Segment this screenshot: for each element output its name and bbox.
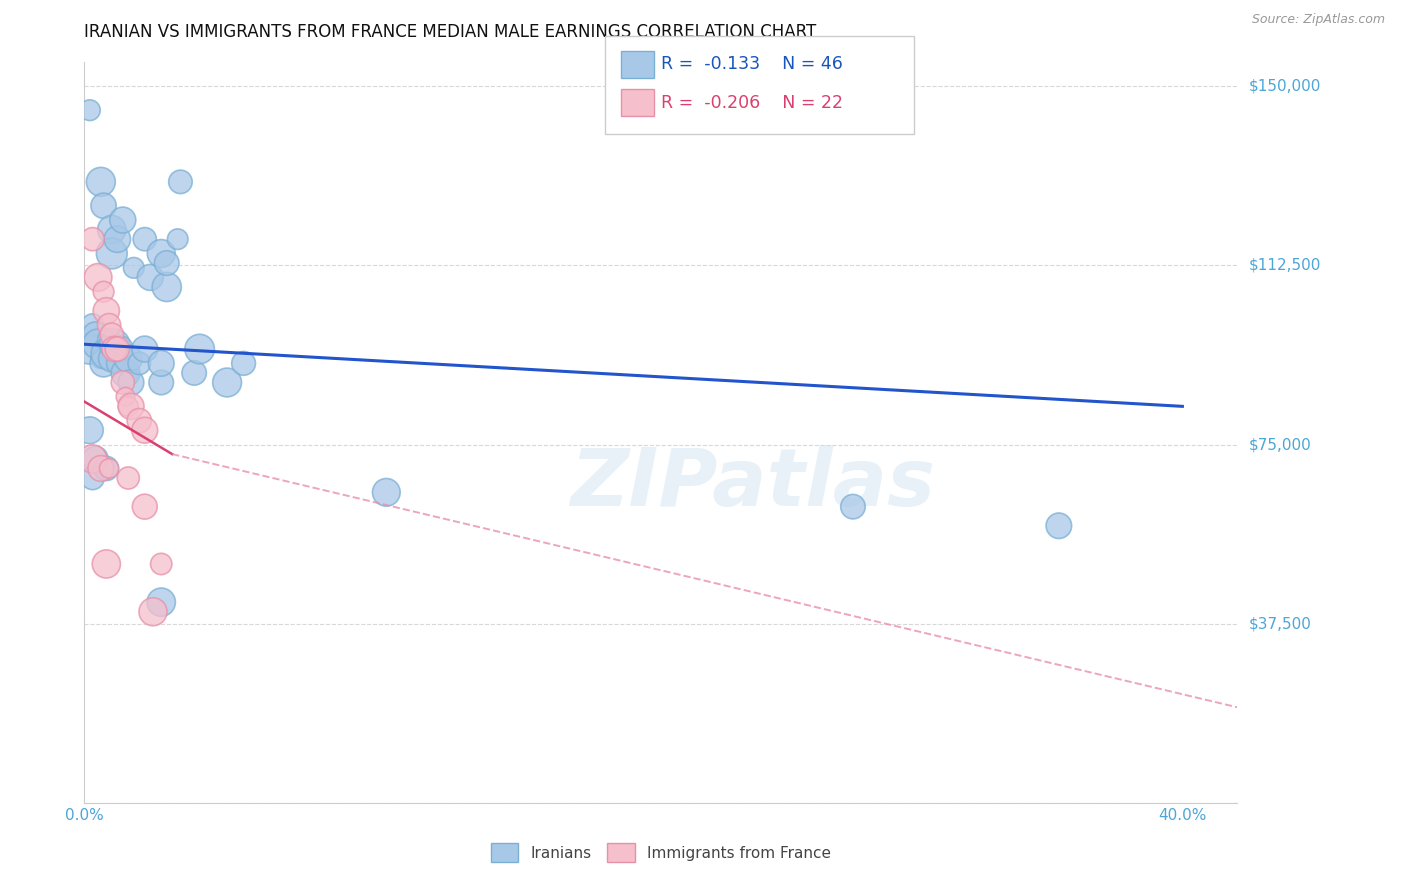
Point <box>122 260 145 275</box>
Point <box>150 376 173 390</box>
Point <box>1047 518 1070 533</box>
Point <box>84 327 107 342</box>
Point <box>79 423 101 437</box>
Legend: Iranians, Immigrants from France: Iranians, Immigrants from France <box>491 843 831 862</box>
Point <box>96 557 118 571</box>
Text: $75,000: $75,000 <box>1249 437 1312 452</box>
Point <box>150 557 173 571</box>
Point <box>82 232 104 246</box>
Point <box>183 366 205 380</box>
Point <box>150 356 173 370</box>
Point <box>375 485 398 500</box>
Point <box>134 500 156 514</box>
Point <box>82 318 104 333</box>
Point <box>120 400 142 414</box>
Text: R =  -0.206    N = 22: R = -0.206 N = 22 <box>661 94 842 112</box>
Point <box>217 376 239 390</box>
Point <box>111 376 134 390</box>
Point <box>134 232 156 246</box>
Point <box>156 280 179 294</box>
Point <box>114 390 136 404</box>
Point <box>101 327 124 342</box>
Point <box>134 342 156 356</box>
Point <box>105 232 128 246</box>
Point <box>142 605 165 619</box>
Point <box>156 256 179 270</box>
Point <box>105 342 128 356</box>
Text: IRANIAN VS IMMIGRANTS FROM FRANCE MEDIAN MALE EARNINGS CORRELATION CHART: IRANIAN VS IMMIGRANTS FROM FRANCE MEDIAN… <box>84 23 817 41</box>
Point <box>90 351 112 366</box>
Point <box>98 318 121 333</box>
Point <box>82 471 104 485</box>
Point <box>96 347 118 361</box>
Point <box>93 285 115 299</box>
Point <box>139 270 162 285</box>
Point <box>111 213 134 227</box>
Point <box>79 342 101 356</box>
Point <box>93 356 115 370</box>
Point <box>98 461 121 475</box>
Point <box>79 103 101 118</box>
Point <box>114 366 136 380</box>
Point <box>150 595 173 609</box>
Text: R =  -0.133    N = 46: R = -0.133 N = 46 <box>661 55 842 73</box>
Text: ZIPatlas: ZIPatlas <box>571 445 935 524</box>
Point <box>166 232 188 246</box>
Point <box>105 356 128 370</box>
Point <box>188 342 211 356</box>
Point <box>117 471 139 485</box>
Point <box>128 356 150 370</box>
Point <box>96 303 118 318</box>
Point <box>117 400 139 414</box>
Point <box>90 175 112 189</box>
Point <box>842 500 865 514</box>
Point <box>117 351 139 366</box>
Point <box>82 451 104 466</box>
Point <box>101 246 124 260</box>
Point <box>87 270 110 285</box>
Point <box>150 246 173 260</box>
Point <box>93 199 115 213</box>
Text: $37,500: $37,500 <box>1249 616 1312 632</box>
Text: $150,000: $150,000 <box>1249 78 1320 94</box>
Point <box>98 333 121 347</box>
Point <box>96 461 118 475</box>
Point <box>169 175 191 189</box>
Point <box>101 222 124 236</box>
Text: Source: ZipAtlas.com: Source: ZipAtlas.com <box>1251 13 1385 27</box>
Point <box>87 337 110 351</box>
Point <box>103 337 125 351</box>
Text: $112,500: $112,500 <box>1249 258 1320 273</box>
Point <box>103 342 125 356</box>
Point <box>134 423 156 437</box>
Point <box>84 451 107 466</box>
Point <box>90 461 112 475</box>
Point <box>108 342 131 356</box>
Point <box>232 356 254 370</box>
Point <box>120 376 142 390</box>
Point <box>101 351 124 366</box>
Point <box>128 414 150 428</box>
